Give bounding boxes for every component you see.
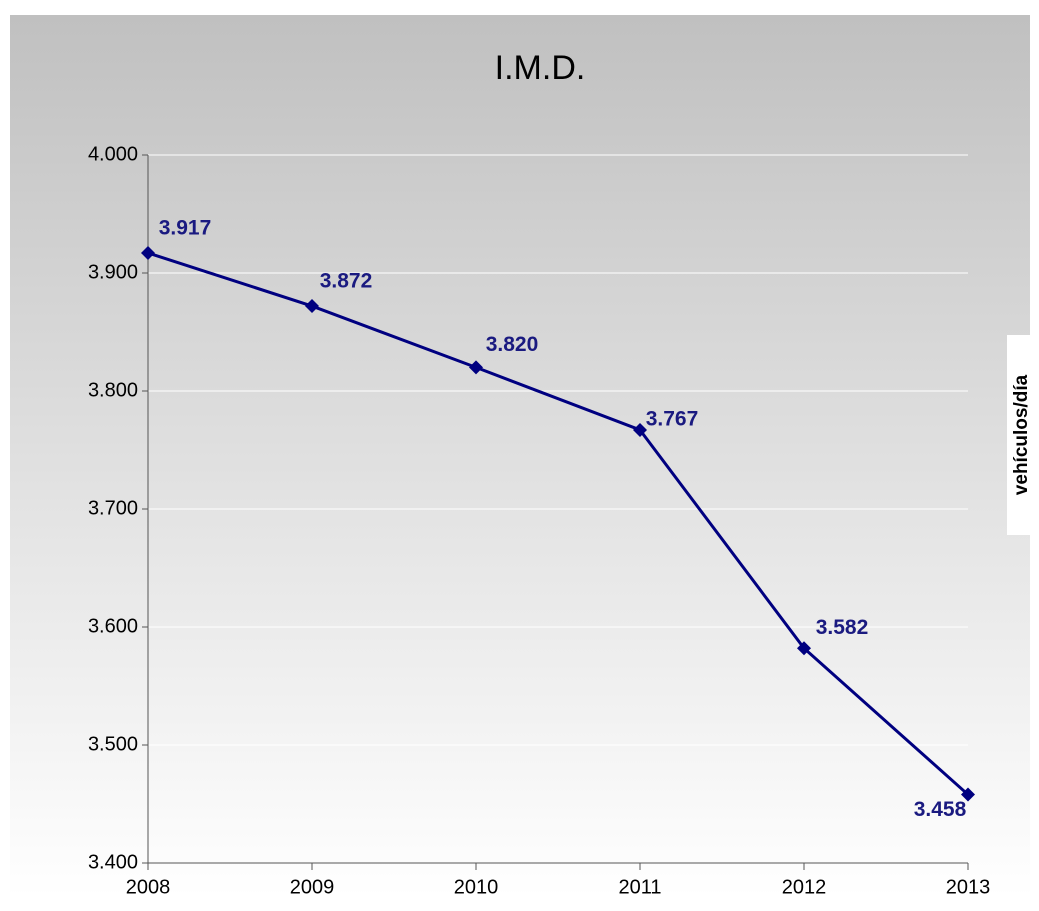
data-label: 3.582 bbox=[816, 616, 869, 639]
data-label: 3.917 bbox=[159, 216, 212, 239]
data-point bbox=[141, 245, 155, 260]
y-tick-label: 3.400 bbox=[88, 851, 138, 873]
chart-title: I.M.D. bbox=[495, 49, 586, 87]
data-point bbox=[633, 422, 647, 437]
data-point bbox=[305, 299, 319, 314]
x-tick-label: 2009 bbox=[290, 876, 335, 898]
y-tick-label: 3.500 bbox=[88, 733, 138, 755]
y-tick-label: 3.600 bbox=[88, 615, 138, 637]
x-tick-label: 2013 bbox=[946, 876, 991, 898]
y-tick-label: 4.000 bbox=[88, 143, 138, 165]
x-tick-label: 2012 bbox=[782, 876, 827, 898]
x-tick-label: 2008 bbox=[126, 876, 171, 898]
x-tick-label: 2010 bbox=[454, 876, 499, 898]
data-point bbox=[797, 641, 811, 656]
series-line bbox=[147, 251, 969, 796]
data-label: 3.767 bbox=[646, 407, 699, 430]
x-tick-label: 2011 bbox=[618, 876, 661, 898]
y-axis-label: vehículos/día bbox=[1011, 374, 1032, 495]
data-label: 3.872 bbox=[320, 270, 373, 293]
y-label-box bbox=[1007, 335, 1037, 535]
data-label: 3.820 bbox=[486, 333, 539, 356]
y-tick-label: 3.700 bbox=[88, 497, 138, 519]
data-point bbox=[961, 787, 975, 802]
data-label: 3.458 bbox=[914, 798, 967, 821]
data-point bbox=[469, 360, 483, 375]
y-tick-label: 3.900 bbox=[88, 261, 138, 283]
chart-background bbox=[10, 15, 1030, 897]
y-tick-label: 3.800 bbox=[88, 379, 138, 401]
